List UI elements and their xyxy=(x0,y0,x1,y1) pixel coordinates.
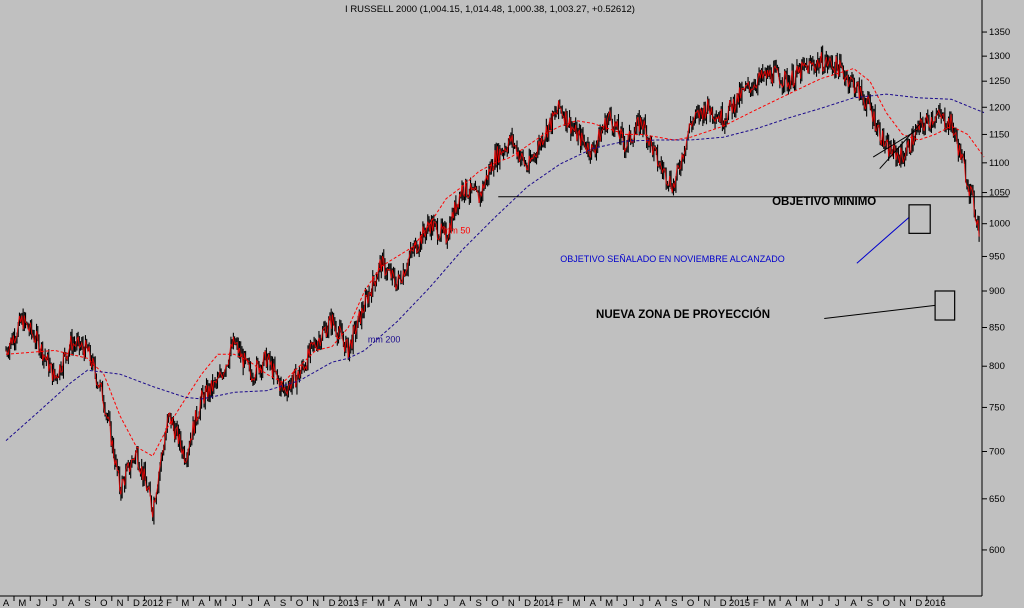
x-tick-label: D xyxy=(915,598,922,608)
x-tick-label: M xyxy=(377,598,385,608)
annotation-pointer-line xyxy=(879,123,921,169)
y-tick-label: 1150 xyxy=(989,129,1009,140)
chart-annotation: OBJETIVO MINIMO xyxy=(772,196,876,208)
x-tick-label: A xyxy=(198,598,205,608)
x-tick-label: M xyxy=(605,598,613,608)
x-tick-label: O xyxy=(491,598,498,608)
x-tick-label: 2016 xyxy=(925,598,946,608)
chart-annotation: mm 50 xyxy=(443,225,471,235)
x-tick-label: O xyxy=(100,598,107,608)
x-tick-label: O xyxy=(687,598,694,608)
moving-average-line xyxy=(5,93,985,441)
x-tick-label: M xyxy=(768,598,776,608)
x-tick-label: N xyxy=(117,598,124,608)
x-tick-label: O xyxy=(296,598,303,608)
x-tick-label: J xyxy=(819,598,824,608)
x-tick-label: M xyxy=(214,598,222,608)
plot-area: mm 50 mm 200 OBJETIVO MINIMO OBJETIVO SEÑAL… xyxy=(5,45,1009,525)
x-tick-label: J xyxy=(623,598,628,608)
chart-title: I RUSSELL 2000 (1,004.15, 1,014.48, 1,00… xyxy=(345,4,635,15)
x-tick-label: 2014 xyxy=(533,598,554,608)
x-tick-label: F xyxy=(166,598,172,608)
y-tick-label: 1300 xyxy=(989,51,1010,62)
x-tick-label: J xyxy=(53,598,58,608)
x-tick-label: J xyxy=(444,598,449,608)
x-tick-label: M xyxy=(573,598,581,608)
x-tick-label: A xyxy=(590,598,597,608)
x-tick-label: J xyxy=(835,598,840,608)
x-tick-label: 2013 xyxy=(338,598,359,608)
x-tick-label: A xyxy=(3,598,10,608)
x-tick-label: D xyxy=(329,598,336,608)
y-tick-label: 1350 xyxy=(989,27,1010,38)
x-tick-label: M xyxy=(410,598,418,608)
target-zone-box xyxy=(908,204,931,234)
x-tick-label: D xyxy=(720,598,727,608)
x-tick-label: J xyxy=(427,598,432,608)
x-tick-label: D xyxy=(133,598,140,608)
chart-annotation: mm 200 xyxy=(368,335,401,345)
x-tick-label: 2012 xyxy=(142,598,163,608)
target-zone-box xyxy=(934,290,956,321)
x-tick-label: D xyxy=(524,598,531,608)
annotation-pointer-line xyxy=(824,304,936,320)
x-tick-label: M xyxy=(181,598,189,608)
y-tick-label: 950 xyxy=(989,251,1005,262)
y-tick-label: 1050 xyxy=(989,188,1010,199)
x-tick-label: N xyxy=(899,598,906,608)
chart-annotation: NUEVA ZONA DE PROYECCIÓN xyxy=(596,308,770,321)
y-tick-label: 750 xyxy=(989,402,1005,413)
x-tick-label: S xyxy=(280,598,286,608)
x-tick-label: A xyxy=(785,598,792,608)
y-tick-label: 700 xyxy=(989,446,1005,457)
x-tick-label: M xyxy=(18,598,26,608)
x-tick-label: J xyxy=(36,598,41,608)
price-close-line xyxy=(5,52,980,518)
x-tick-label: J xyxy=(639,598,644,608)
x-tick-label: S xyxy=(671,598,677,608)
x-tick-label: A xyxy=(68,598,75,608)
y-tick-label: 800 xyxy=(989,361,1005,372)
moving-average-line xyxy=(5,67,985,457)
x-tick-label: 2015 xyxy=(729,598,750,608)
x-tick-label: N xyxy=(312,598,319,608)
y-tick-label: 1200 xyxy=(989,102,1010,113)
y-tick-label: 900 xyxy=(989,286,1005,297)
y-tick-label: 1100 xyxy=(989,158,1009,169)
x-tick-label: A xyxy=(264,598,271,608)
x-tick-label: A xyxy=(459,598,466,608)
x-tick-label: N xyxy=(703,598,710,608)
x-tick-label: N xyxy=(508,598,515,608)
x-tick-label: A xyxy=(850,598,857,608)
annotation-pointer-line xyxy=(856,216,910,264)
y-tick-label: 650 xyxy=(989,494,1005,505)
x-tick-label: O xyxy=(883,598,890,608)
x-tick-label: J xyxy=(248,598,253,608)
x-tick-label: A xyxy=(655,598,662,608)
x-tick-label: F xyxy=(753,598,759,608)
y-tick-label: 1250 xyxy=(989,76,1010,87)
y-tick-label: 850 xyxy=(989,322,1005,333)
x-tick-label: S xyxy=(867,598,873,608)
chart-annotation: OBJETIVO SEÑALADO EN NOVIEMBRE ALCANZADO xyxy=(560,254,785,264)
x-tick-label: A xyxy=(394,598,401,608)
x-tick-label: S xyxy=(84,598,90,608)
x-axis: A M J J A S O N D 2012 F M A M J J A S O N D 2013 F M A M J J A S O N D 2… xyxy=(0,595,982,608)
x-tick-label: J xyxy=(232,598,237,608)
x-tick-label: M xyxy=(801,598,809,608)
x-tick-label: S xyxy=(476,598,482,608)
y-axis: 600 650 700 750 800 850 900 950 1000 1050 1100 1150… xyxy=(981,0,1010,596)
y-tick-label: 1000 xyxy=(989,219,1010,230)
x-tick-label: F xyxy=(362,598,368,608)
x-tick-label: F xyxy=(557,598,563,608)
y-tick-label: 600 xyxy=(989,545,1005,556)
